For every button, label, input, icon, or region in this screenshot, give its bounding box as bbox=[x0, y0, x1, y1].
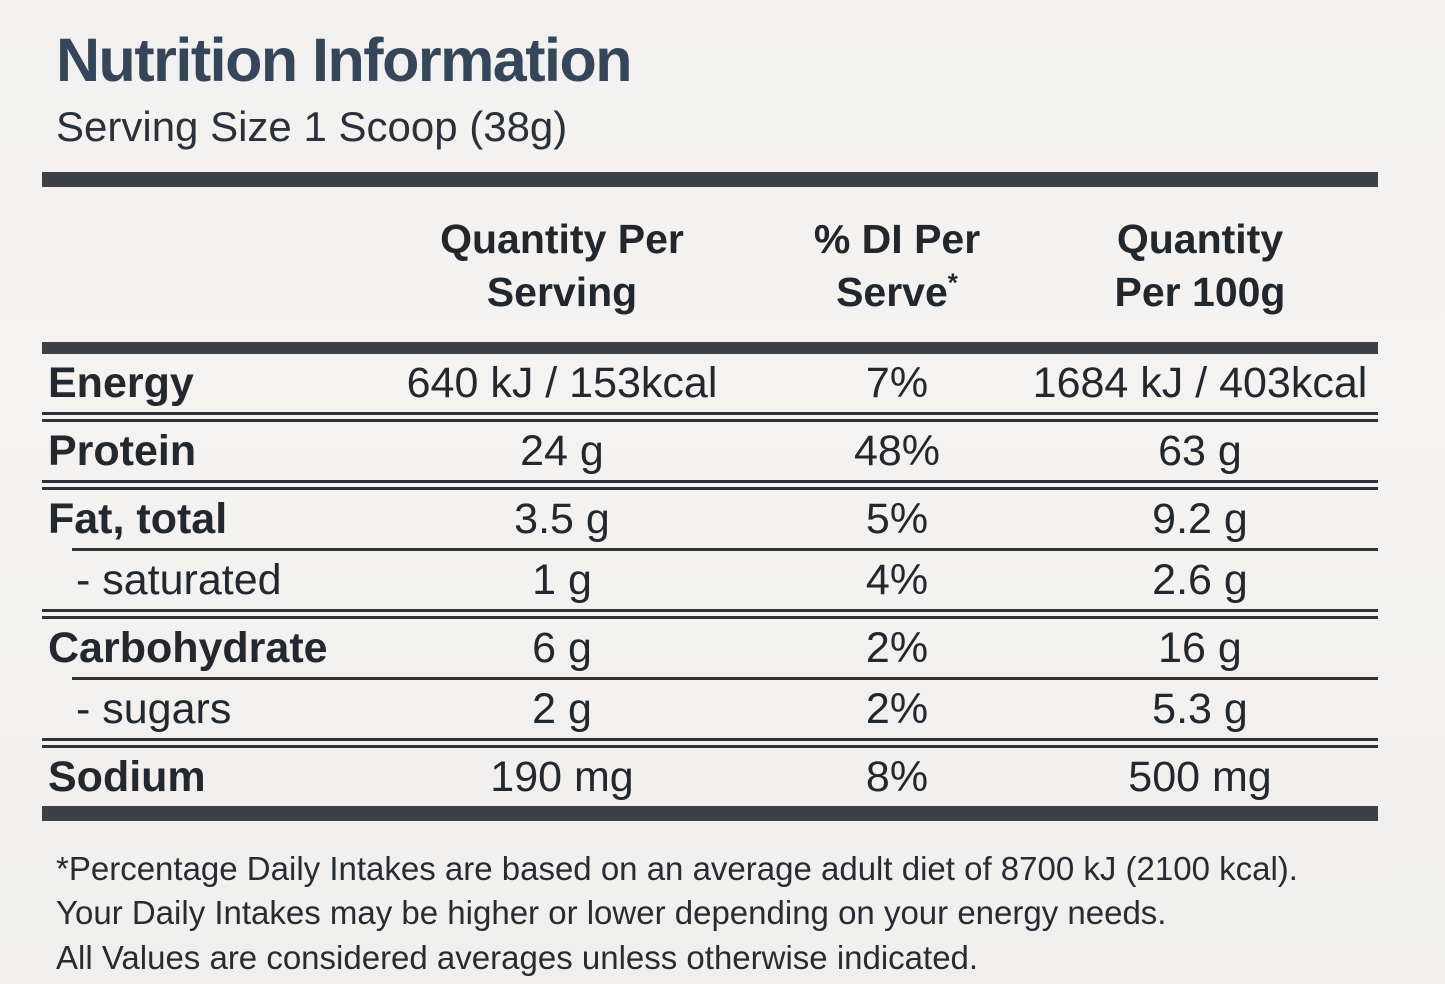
row-di-per-serve: 4% bbox=[865, 555, 929, 604]
row-per-100g: 9.2 g bbox=[1152, 494, 1248, 543]
serving-size-text: Serving Size 1 Scoop (38g) bbox=[56, 103, 568, 151]
row-label: - saturated bbox=[76, 555, 282, 604]
row-per-serving: 3.5 g bbox=[514, 494, 610, 543]
row-di-per-serve: 48% bbox=[853, 426, 941, 475]
header-line: Quantity Per bbox=[440, 216, 684, 263]
header-line: Quantity bbox=[1116, 216, 1284, 263]
row-per-serving: 2 g bbox=[532, 684, 592, 733]
row-di-per-serve: 7% bbox=[865, 358, 929, 407]
footnotes: *Percentage Daily Intakes are based on a… bbox=[56, 847, 1378, 980]
row-label: - sugars bbox=[76, 684, 232, 733]
row-divider bbox=[42, 412, 1378, 423]
row-per-100g: 16 g bbox=[1158, 623, 1242, 672]
row-per-serving: 24 g bbox=[520, 426, 604, 475]
table-row-energy: Energy 640 kJ / 153kcal 7% 1684 kJ / 403… bbox=[42, 354, 1378, 412]
row-divider bbox=[42, 480, 1378, 491]
row-di-per-serve: 2% bbox=[865, 684, 929, 733]
table-header-row: Quantity Per Serving % DI Per Serve* Qua… bbox=[42, 187, 1378, 342]
footnote-marker: * bbox=[947, 267, 958, 298]
row-per-serving: 1 g bbox=[532, 555, 592, 604]
top-divider-bar bbox=[42, 172, 1378, 188]
header-line: Serving bbox=[486, 268, 638, 315]
row-per-100g: 63 g bbox=[1158, 426, 1242, 475]
row-label: Energy bbox=[48, 358, 194, 407]
header-line: Serve bbox=[836, 268, 948, 315]
row-divider bbox=[42, 609, 1378, 620]
row-per-100g: 500 mg bbox=[1128, 752, 1272, 801]
table-row-protein: Protein 24 g 48% 63 g bbox=[42, 422, 1378, 480]
sub-row-divider bbox=[72, 677, 1378, 681]
row-per-100g: 2.6 g bbox=[1152, 555, 1248, 604]
header-quantity-per-100g: Quantity Per 100g bbox=[1022, 213, 1378, 318]
row-per-100g: 1684 kJ / 403kcal bbox=[1032, 358, 1368, 407]
table-row-carbohydrate: Carbohydrate 6 g 2% 16 g bbox=[42, 619, 1378, 677]
table-row-sodium: Sodium 190 mg 8% 500 mg bbox=[42, 748, 1378, 806]
row-label: Sodium bbox=[48, 752, 206, 801]
table-row-sugars: - sugars 2 g 2% 5.3 g bbox=[42, 680, 1378, 738]
row-per-serving: 190 mg bbox=[490, 752, 634, 801]
row-per-100g: 5.3 g bbox=[1152, 684, 1248, 733]
bottom-divider-bar bbox=[42, 806, 1378, 822]
row-di-per-serve: 5% bbox=[865, 494, 929, 543]
header-di-per-serve: % DI Per Serve* bbox=[772, 213, 1022, 318]
footnote-line: All Values are considered averages unles… bbox=[56, 938, 979, 976]
row-per-serving: 640 kJ / 153kcal bbox=[406, 358, 718, 407]
row-label: Protein bbox=[48, 426, 197, 475]
header-divider-bar bbox=[42, 342, 1378, 355]
header-line: Per 100g bbox=[1114, 268, 1286, 315]
header-quantity-per-serving: Quantity Per Serving bbox=[352, 213, 772, 318]
sub-row-divider bbox=[72, 548, 1378, 552]
footnote-line: Your Daily Intakes may be higher or lowe… bbox=[56, 894, 1167, 932]
page-title: Nutrition Information bbox=[56, 26, 633, 94]
footnote-line: *Percentage Daily Intakes are based on a… bbox=[56, 850, 1298, 888]
header-line: % DI Per bbox=[813, 216, 981, 263]
table-row-saturated: - saturated 1 g 4% 2.6 g bbox=[42, 551, 1378, 609]
table-row-fat-total: Fat, total 3.5 g 5% 9.2 g bbox=[42, 490, 1378, 548]
row-di-per-serve: 8% bbox=[865, 752, 929, 801]
row-divider bbox=[42, 738, 1378, 749]
row-di-per-serve: 2% bbox=[865, 623, 929, 672]
row-label: Fat, total bbox=[48, 494, 228, 543]
row-label: Carbohydrate bbox=[48, 623, 328, 672]
row-per-serving: 6 g bbox=[532, 623, 592, 672]
